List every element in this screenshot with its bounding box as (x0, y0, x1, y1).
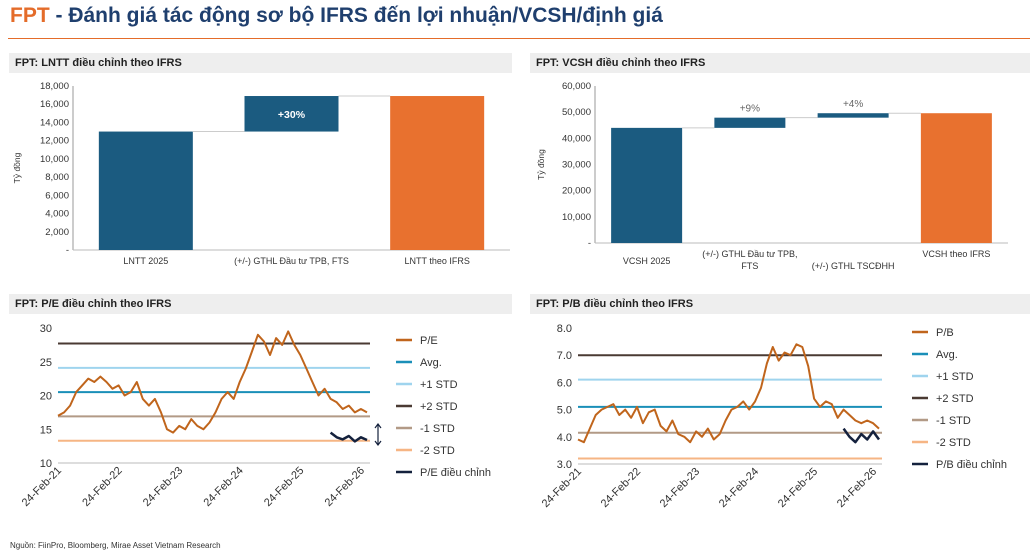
y-tick-label: 30 (40, 323, 52, 335)
y-tick-label: - (66, 245, 69, 256)
arrow-head-down (374, 440, 382, 446)
legend-label: Avg. (420, 357, 442, 369)
legend-label: +2 STD (936, 393, 974, 405)
x-tick-label: 24-Feb-22 (80, 465, 124, 509)
x-tick-label: 24-Feb-25 (262, 465, 306, 509)
x-category-label: (+/-) GTHL TSCĐHH (812, 261, 895, 271)
y-tick-label: 60,000 (562, 81, 591, 92)
y-tick-label: 8,000 (45, 172, 69, 183)
bar-data-label: +30% (278, 109, 306, 121)
bar-data-label: +4% (843, 99, 863, 110)
y-tick-label: 16,000 (40, 99, 69, 110)
x-tick-label: 24-Feb-23 (141, 465, 185, 509)
panel-title-lntt: FPT: LNTT điều chỉnh theo IFRS (9, 53, 512, 73)
panel-title-pe: FPT: P/E điều chỉnh theo IFRS (9, 294, 512, 314)
y-tick-label: 20,000 (562, 186, 591, 197)
x-tick-label: 24-Feb-23 (658, 466, 702, 510)
bar (98, 131, 193, 250)
y-tick-label: 6.0 (557, 377, 572, 389)
x-category-label: LNTT 2025 (123, 256, 168, 266)
y-axis-label: Tỷ đồng (12, 152, 22, 183)
x-category-label: VCSH theo IFRS (922, 249, 990, 259)
bar (611, 127, 683, 243)
y-tick-label: 12,000 (40, 136, 69, 147)
y-tick-label: 18,000 (40, 81, 69, 92)
series-line (329, 431, 368, 443)
x-tick-label: 24-Feb-22 (599, 466, 643, 510)
y-tick-label: 2,000 (45, 227, 69, 238)
x-tick-label: 24-Feb-21 (540, 466, 584, 510)
legend-label: Avg. (936, 349, 958, 361)
x-tick-label: 24-Feb-24 (201, 465, 245, 509)
legend-label: P/B điều chỉnh (936, 459, 1007, 471)
legend-label: -1 STD (936, 415, 971, 427)
y-tick-label: 50,000 (562, 107, 591, 118)
panel-title-pb: FPT: P/B điều chỉnh theo IFRS (530, 294, 1030, 314)
y-tick-label: 10 (40, 458, 52, 470)
y-tick-label: 14,000 (40, 117, 69, 128)
y-tick-label: 10,000 (40, 154, 69, 165)
legend-label: P/E (420, 335, 438, 347)
bar-data-label: +9% (740, 104, 760, 115)
legend-label: P/E điều chỉnh (420, 467, 491, 479)
pe-band-chart: 10 15 20 25 30 24-Feb-21 24-Feb-22 24-Feb-23 24-… (20, 323, 491, 509)
page-title: FPT - Đánh giá tác động sơ bộ IFRS đến l… (10, 4, 663, 28)
bar (390, 96, 485, 251)
x-tick-label: 24-Feb-24 (717, 466, 761, 510)
bar (817, 113, 889, 118)
y-tick-label: 4,000 (45, 209, 69, 220)
y-tick-label: 20 (40, 391, 52, 403)
lntt-waterfall-chart: - 2,000 4,000 6,000 8,000 10,000 12,000 14,000 1… (12, 81, 510, 266)
source-note: Nguồn: FiinPro, Bloomberg, Mirae Asset V… (10, 541, 221, 550)
x-category-label: VCSH 2025 (623, 256, 671, 266)
y-tick-label: 6,000 (45, 190, 69, 201)
legend-label: -2 STD (420, 445, 455, 457)
bar (244, 96, 339, 132)
y-tick-label: 3.0 (557, 459, 572, 471)
series-line (57, 330, 368, 434)
x-tick-label: 24-Feb-25 (776, 466, 820, 510)
y-tick-label: 7.0 (557, 350, 572, 362)
title-divider (8, 38, 1030, 39)
x-category-label: (+/-) GTHL Đầu tư TPB, FTS (234, 256, 349, 266)
vcsh-waterfall-chart: - 10,000 20,000 30,000 40,000 50,000 60,000 Tỷ … (536, 81, 1008, 271)
x-category-label: (+/-) GTHL Đầu tư TPB, (702, 249, 797, 259)
legend-label: +1 STD (936, 371, 974, 383)
y-tick-label: 10,000 (562, 212, 591, 223)
y-tick-label: 15 (40, 424, 52, 436)
y-tick-label: 30,000 (562, 160, 591, 171)
x-tick-label: 24-Feb-26 (323, 465, 367, 509)
legend-label: +2 STD (420, 401, 458, 413)
arrow-head-up (374, 423, 382, 429)
legend-label: -1 STD (420, 423, 455, 435)
title-text: - Đánh giá tác động sơ bộ IFRS đến lợi n… (49, 4, 663, 27)
series-line (842, 427, 881, 444)
series-line (577, 343, 880, 444)
y-tick-label: 40,000 (562, 133, 591, 144)
y-tick-label: - (588, 238, 591, 249)
x-category-label: FTS (741, 261, 758, 271)
x-tick-label: 24-Feb-21 (20, 465, 64, 509)
y-tick-label: 5.0 (557, 405, 572, 417)
bar (714, 117, 786, 128)
panel-title-vcsh: FPT: VCSH điều chỉnh theo IFRS (530, 53, 1030, 73)
x-tick-label: 24-Feb-26 (835, 466, 879, 510)
bar (920, 113, 992, 243)
pb-band-chart: 3.0 4.0 5.0 6.0 7.0 8.0 24-Feb-21 24-Feb-22 24-F… (540, 323, 1007, 510)
legend-label: +1 STD (420, 379, 458, 391)
y-axis-label: Tỷ đồng (536, 149, 546, 180)
legend-label: P/B (936, 327, 954, 339)
legend-label: -2 STD (936, 437, 971, 449)
brand-ticker: FPT (10, 4, 50, 27)
y-tick-label: 25 (40, 357, 52, 369)
y-tick-label: 8.0 (557, 323, 572, 335)
y-tick-label: 4.0 (557, 432, 572, 444)
x-category-label: LNTT theo IFRS (404, 256, 469, 266)
